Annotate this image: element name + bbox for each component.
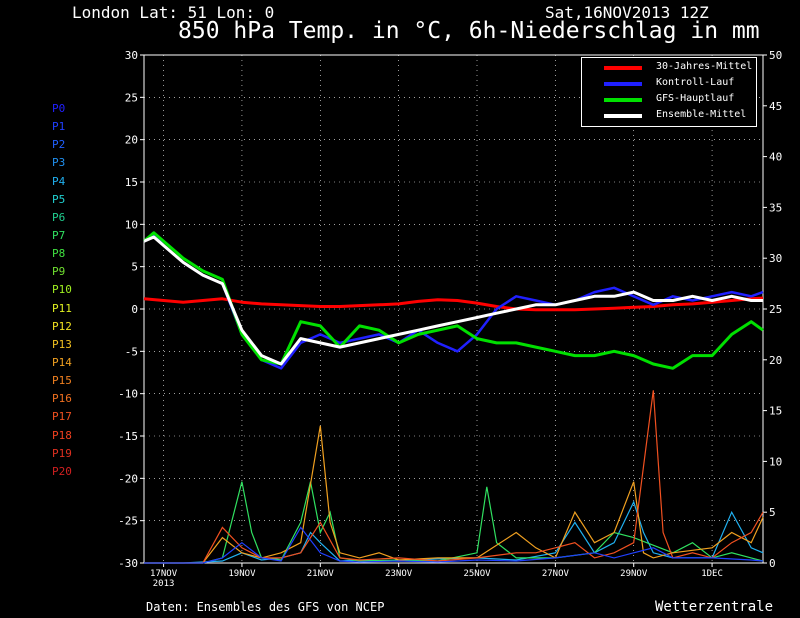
y-right-tick-label: 45 xyxy=(769,100,782,113)
member-label-p0: P0 xyxy=(52,102,66,115)
plot-frame xyxy=(143,54,764,564)
y-right-tick-label: 30 xyxy=(769,252,782,265)
brand-label: Wetterzentrale xyxy=(655,599,774,615)
y-left-tick-label: -30 xyxy=(118,557,138,570)
y-right-tick-label: 5 xyxy=(769,506,776,519)
y-left-tick-label: 10 xyxy=(125,218,138,231)
x-tick-label: 29NOV xyxy=(620,569,648,579)
legend-swatch xyxy=(604,98,642,102)
x-tick-label: 17NOV xyxy=(150,569,178,579)
member-label-p14: P14 xyxy=(52,355,72,369)
y-left-tick-label: 0 xyxy=(131,303,138,316)
x-tick-sublabel: 2013 xyxy=(153,579,175,589)
plot-background xyxy=(143,54,764,564)
legend-label: 30-Jahres-Mittel xyxy=(656,61,753,72)
y-right-tick-label: 40 xyxy=(769,151,782,164)
y-left-tick-label: -25 xyxy=(118,515,138,528)
y-right-tick-label: 15 xyxy=(769,405,782,418)
chart-title: 850 hPa Temp. in °C, 6h-Niederschlag in … xyxy=(178,18,760,44)
legend-swatch xyxy=(604,82,642,86)
y-left-tick-label: -10 xyxy=(118,388,138,401)
member-label-p1: P1 xyxy=(52,120,66,134)
member-label-p10: P10 xyxy=(52,283,72,297)
member-label-p4: P4 xyxy=(52,174,66,188)
legend-label: Kontroll-Lauf xyxy=(656,77,735,88)
precip-line-p17 xyxy=(144,390,764,564)
legend-entry: Ensemble-Mittel xyxy=(582,109,758,124)
y-right-tick-label: 20 xyxy=(769,354,782,367)
y-right-tick-label: 50 xyxy=(769,49,782,62)
member-label-p12: P12 xyxy=(52,319,72,333)
data-source-label: Daten: Ensembles des GFS von NCEP xyxy=(146,600,385,614)
y-left-tick-label: 5 xyxy=(131,261,138,274)
member-label-p13: P13 xyxy=(52,337,72,351)
y-right-tick-label: 10 xyxy=(769,455,782,468)
y-right-tick-label: 25 xyxy=(769,303,782,316)
axes: 302520151050-5-10-15-20-25-3050454035302… xyxy=(118,49,782,589)
y-left-tick-label: -15 xyxy=(118,430,138,443)
y-left-tick-label: 15 xyxy=(125,176,138,189)
y-left-tick-label: 25 xyxy=(125,91,138,104)
member-label-p5: P5 xyxy=(52,192,66,206)
temperature-series xyxy=(143,231,764,370)
member-label-p16: P16 xyxy=(52,392,72,406)
series-legend: 30-Jahres-Mittel Kontroll-Lauf GFS-Hauptla… xyxy=(581,57,757,127)
member-label-p6: P6 xyxy=(52,210,66,224)
y-left-tick-label: -20 xyxy=(118,472,138,485)
member-label-p19: P19 xyxy=(52,446,72,460)
member-label-p17: P17 xyxy=(52,410,72,424)
legend-swatch xyxy=(604,66,642,70)
member-label-p20: P20 xyxy=(52,464,72,478)
x-tick-label: 25NOV xyxy=(463,569,491,579)
legend-entry: GFS-Hauptlauf xyxy=(582,93,758,108)
temp-line-ensemble-mittel xyxy=(143,235,763,366)
x-tick-label: 23NOV xyxy=(385,569,413,579)
member-label-p9: P9 xyxy=(52,265,66,279)
x-tick-label: 1DEC xyxy=(701,569,723,579)
legend-swatch xyxy=(604,114,642,118)
legend-entry: Kontroll-Lauf xyxy=(582,77,758,92)
y-left-tick-label: 30 xyxy=(125,49,138,62)
run-date-label: Sat,16NOV2013 12Z xyxy=(545,3,709,22)
precipitation-series xyxy=(144,390,764,564)
y-right-tick-label: 0 xyxy=(769,557,776,570)
y-left-tick-label: 20 xyxy=(125,134,138,147)
member-label-p11: P11 xyxy=(52,301,72,315)
precip-line-p1 xyxy=(144,526,764,564)
member-legend: P0 P1 P2 P3 P4 P5 P6 P7 P8 P9 P10 P11 P12 P13 P14 P15 P1… xyxy=(52,100,112,481)
y-left-tick-label: -5 xyxy=(125,345,138,358)
member-label-p3: P3 xyxy=(52,156,66,170)
legend-label: GFS-Hauptlauf xyxy=(656,93,735,104)
member-label-p7: P7 xyxy=(52,228,66,242)
member-label-p15: P15 xyxy=(52,374,72,388)
y-right-tick-label: 35 xyxy=(769,201,782,214)
x-tick-label: 19NOV xyxy=(228,569,256,579)
location-label: London Lat: 51 Lon: 0 xyxy=(72,3,275,22)
member-label-p2: P2 xyxy=(52,138,66,152)
temp-line-30-jahres-mittel xyxy=(143,296,764,312)
legend-label: Ensemble-Mittel xyxy=(656,109,747,120)
x-tick-label: 21NOV xyxy=(307,569,335,579)
member-label-p8: P8 xyxy=(52,247,66,261)
x-tick-label: 27NOV xyxy=(542,569,570,579)
member-label-p18: P18 xyxy=(52,428,72,442)
legend-entry: 30-Jahres-Mittel xyxy=(582,61,758,76)
